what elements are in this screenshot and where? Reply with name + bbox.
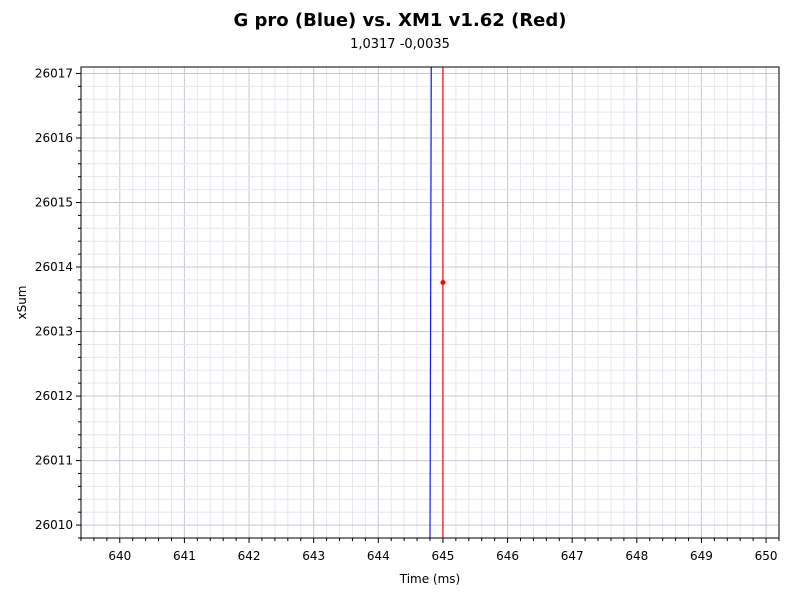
x-tick-label: 642 xyxy=(238,549,261,563)
chart-subtitle: 1,0317 -0,0035 xyxy=(350,37,450,52)
y-tick-label: 26017 xyxy=(35,66,73,80)
x-tick-label: 643 xyxy=(302,549,325,563)
x-axis-label: Time (ms) xyxy=(399,572,461,586)
series-group xyxy=(429,66,446,539)
axes: 640 641 642 643 644 645 646 647 648 649 650 26010 26… xyxy=(35,66,780,563)
chart-title: G pro (Blue) vs. XM1 v1.62 (Red) xyxy=(233,10,567,31)
y-tick-label: 26011 xyxy=(35,454,73,468)
y-tick-label: 26010 xyxy=(35,518,73,532)
y-tick-label: 26015 xyxy=(35,195,73,209)
x-tick-label: 648 xyxy=(625,549,648,563)
y-axis-label: xSum xyxy=(15,285,29,319)
series-line-g-pro xyxy=(429,66,432,539)
y-tick-label: 26014 xyxy=(35,260,73,274)
y-tick-label: 26013 xyxy=(35,325,73,339)
x-tick-label: 646 xyxy=(496,549,519,563)
x-tick-label: 640 xyxy=(108,549,131,563)
x-tick-label: 645 xyxy=(431,549,454,563)
y-tick-label: 26016 xyxy=(35,131,73,145)
x-tick-label: 650 xyxy=(755,549,778,563)
data-point-marker xyxy=(440,279,446,285)
y-tick-label: 26012 xyxy=(35,389,73,403)
x-tick-label: 649 xyxy=(690,549,713,563)
x-tick-label: 647 xyxy=(561,549,584,563)
x-tick-label: 644 xyxy=(367,549,390,563)
x-tick-label: 641 xyxy=(173,549,196,563)
